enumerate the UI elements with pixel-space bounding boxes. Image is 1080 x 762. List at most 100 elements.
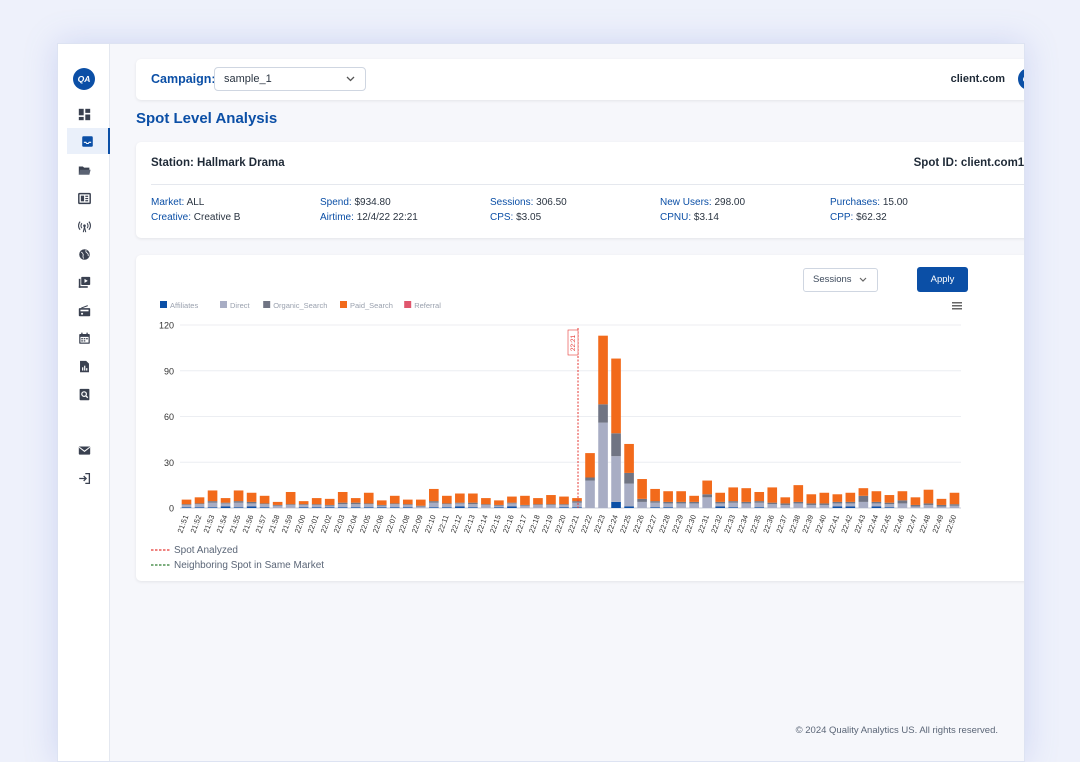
- bar-segment[interactable]: [585, 453, 595, 478]
- bar-segment[interactable]: [259, 503, 270, 505]
- bar-segment[interactable]: [272, 505, 283, 508]
- bar-segment[interactable]: [468, 507, 478, 508]
- sidebar-item-globe[interactable]: [68, 242, 100, 266]
- bar-segment[interactable]: [871, 506, 882, 508]
- bar-segment[interactable]: [897, 500, 908, 504]
- bar-segment[interactable]: [350, 498, 361, 503]
- bar-segment[interactable]: [337, 491, 348, 503]
- bar-segment[interactable]: [324, 507, 335, 508]
- bar-segment[interactable]: [663, 501, 673, 504]
- bar-segment[interactable]: [520, 504, 530, 506]
- bar-segment[interactable]: [220, 503, 231, 507]
- bar-segment[interactable]: [858, 501, 869, 508]
- bar-segment[interactable]: [598, 422, 608, 508]
- bar-segment[interactable]: [845, 503, 856, 507]
- sidebar-item-reports[interactable]: [68, 354, 100, 378]
- bar-segment[interactable]: [181, 504, 192, 505]
- bar-segment[interactable]: [715, 506, 726, 508]
- bar-segment[interactable]: [455, 502, 465, 504]
- bar-segment[interactable]: [181, 504, 192, 508]
- bar-segment[interactable]: [376, 505, 387, 508]
- bar-segment[interactable]: [754, 491, 765, 502]
- legend-label[interactable]: Paid_Search: [350, 301, 393, 310]
- bar-segment[interactable]: [350, 504, 361, 508]
- bar-segment[interactable]: [533, 498, 543, 505]
- bar-segment[interactable]: [910, 504, 921, 507]
- bar-segment[interactable]: [298, 507, 309, 508]
- bar-segment[interactable]: [285, 491, 296, 505]
- bar-segment[interactable]: [572, 502, 582, 508]
- bar-segment[interactable]: [429, 501, 439, 503]
- bar-segment[interactable]: [259, 504, 270, 508]
- bar-segment[interactable]: [572, 507, 582, 508]
- bar-segment[interactable]: [741, 501, 752, 504]
- sidebar-item-dashboard[interactable]: [68, 102, 100, 126]
- bar-segment[interactable]: [637, 479, 647, 499]
- bar-segment[interactable]: [220, 502, 231, 504]
- bar-segment[interactable]: [611, 501, 621, 508]
- bar-segment[interactable]: [858, 495, 869, 502]
- bar-segment[interactable]: [298, 504, 309, 508]
- bar-segment[interactable]: [728, 502, 739, 508]
- bar-segment[interactable]: [910, 497, 921, 505]
- bar-segment[interactable]: [363, 503, 374, 505]
- bar-segment[interactable]: [884, 495, 895, 503]
- sidebar-item-logout[interactable]: [68, 466, 100, 490]
- bar-segment[interactable]: [507, 496, 517, 503]
- bar-segment[interactable]: [871, 501, 882, 504]
- bar-segment[interactable]: [363, 507, 374, 508]
- bar-segment[interactable]: [650, 507, 660, 508]
- bar-segment[interactable]: [858, 488, 869, 496]
- bar-segment[interactable]: [663, 507, 673, 508]
- bar-segment[interactable]: [363, 504, 374, 508]
- bar-segment[interactable]: [415, 499, 426, 506]
- bar-segment[interactable]: [324, 504, 335, 506]
- bar-segment[interactable]: [194, 503, 205, 505]
- bar-segment[interactable]: [793, 485, 804, 502]
- bar-segment[interactable]: [468, 504, 478, 508]
- bar-segment[interactable]: [728, 507, 739, 508]
- bar-segment[interactable]: [754, 501, 765, 503]
- bar-segment[interactable]: [910, 506, 921, 508]
- bar-segment[interactable]: [559, 496, 569, 505]
- bar-segment[interactable]: [884, 502, 895, 505]
- bar-segment[interactable]: [494, 500, 504, 505]
- bar-segment[interactable]: [611, 358, 621, 434]
- bar-segment[interactable]: [507, 506, 517, 508]
- bar-segment[interactable]: [923, 503, 934, 505]
- bar-segment[interactable]: [272, 501, 283, 505]
- bar-segment[interactable]: [259, 495, 270, 504]
- bar-segment[interactable]: [780, 504, 791, 508]
- bar-segment[interactable]: [715, 492, 726, 502]
- bar-segment[interactable]: [936, 498, 947, 505]
- client-avatar[interactable]: QA: [1018, 68, 1024, 90]
- bar-segment[interactable]: [402, 499, 413, 505]
- bar-segment[interactable]: [637, 498, 647, 502]
- bar-segment[interactable]: [819, 503, 830, 505]
- bar-segment[interactable]: [715, 501, 726, 504]
- bar-segment[interactable]: [415, 505, 426, 507]
- bar-segment[interactable]: [598, 335, 608, 405]
- bar-segment[interactable]: [546, 504, 556, 505]
- bar-segment[interactable]: [702, 497, 712, 508]
- menu-icon[interactable]: [952, 305, 962, 307]
- bar-segment[interactable]: [181, 499, 192, 505]
- bar-segment[interactable]: [311, 507, 322, 508]
- bar-segment[interactable]: [363, 492, 374, 504]
- bar-segment[interactable]: [429, 502, 439, 508]
- bar-segment[interactable]: [402, 504, 413, 508]
- bar-segment[interactable]: [246, 492, 257, 502]
- bar-segment[interactable]: [455, 493, 465, 503]
- bar-segment[interactable]: [767, 504, 778, 508]
- bar-segment[interactable]: [494, 507, 504, 508]
- bar-segment[interactable]: [220, 498, 231, 503]
- bar-segment[interactable]: [650, 488, 660, 502]
- app-logo[interactable]: QA: [73, 68, 95, 90]
- bar-segment[interactable]: [233, 507, 244, 508]
- bar-segment[interactable]: [897, 491, 908, 501]
- bar-segment[interactable]: [598, 404, 608, 423]
- bar-segment[interactable]: [520, 505, 530, 508]
- bar-segment[interactable]: [884, 507, 895, 508]
- sidebar-item-broadcast[interactable]: [68, 214, 100, 238]
- bar-segment[interactable]: [429, 507, 439, 508]
